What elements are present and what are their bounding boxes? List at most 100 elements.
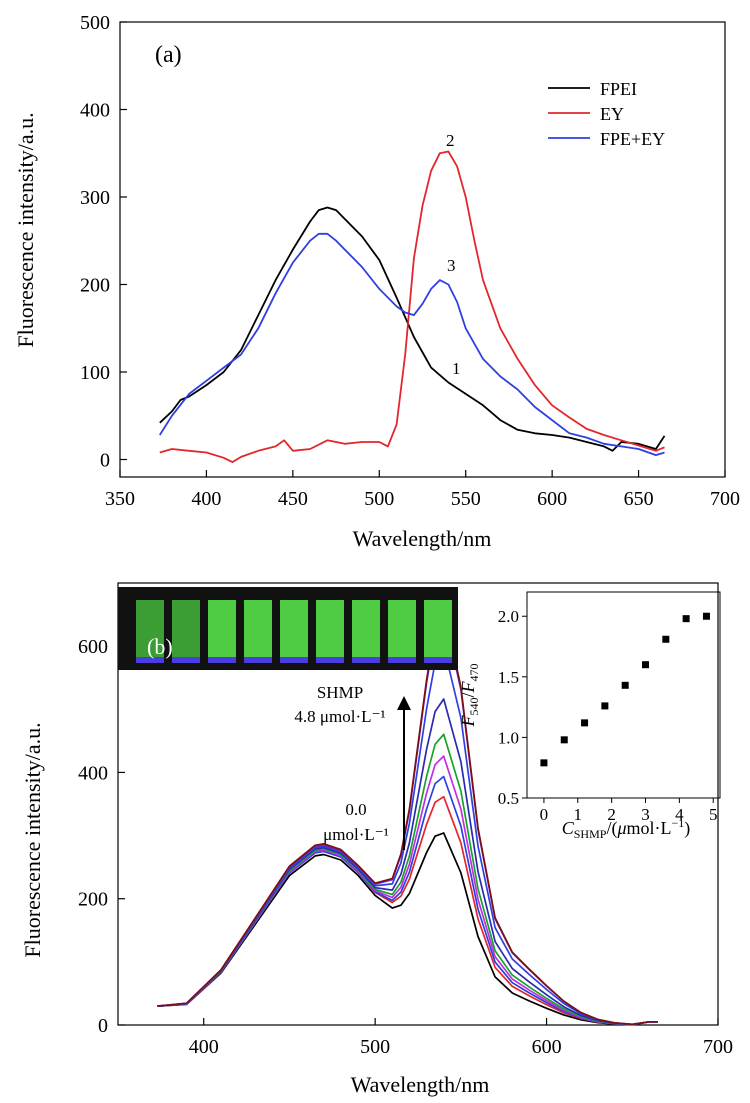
x-tick-label: 500 xyxy=(364,488,394,510)
vial-base xyxy=(352,657,380,663)
y-tick-label: 100 xyxy=(80,362,110,384)
curve-label-2: 2 xyxy=(446,131,455,150)
spectrum-line-6 xyxy=(157,698,658,1026)
curve-label-3: 3 xyxy=(447,256,456,275)
y-tick-label: 0 xyxy=(98,1015,108,1037)
vial-base xyxy=(136,657,164,663)
curve-label-1: 1 xyxy=(452,359,461,378)
inset-y-tick-label: 0.5 xyxy=(498,789,519,808)
inset-x-tick-label: 0 xyxy=(540,805,549,824)
inset-chart: 0 1 2 3 4 50.51.01.52.0 F540/F470 CSHMP/(μmol… xyxy=(458,591,721,841)
vial xyxy=(136,600,164,662)
vial xyxy=(352,600,380,662)
inset-x-tick-label: 4 xyxy=(675,805,684,824)
inset-point xyxy=(682,615,690,623)
inset-point xyxy=(601,702,609,710)
panel-b-xlabel: Wavelength/nm xyxy=(351,1072,490,1097)
x-tick-label: 450 xyxy=(278,488,308,510)
panel-b: 400 500 600 700 0 200 400 600 (b) Wavelength/nm… xyxy=(20,582,733,1097)
vial xyxy=(388,600,416,662)
inset-x-tick-label: 3 xyxy=(641,805,650,824)
vial-photo: (b) xyxy=(118,587,458,670)
x-tick-label: 550 xyxy=(451,488,481,510)
vial-base xyxy=(388,657,416,663)
panel-b-axes: 400 500 600 700 0 200 400 600 xyxy=(78,636,733,1058)
legend-fpei-label: FPEI xyxy=(600,79,637,99)
inset-ylabel: F540/F470 xyxy=(458,663,481,727)
spectrum-line-9 xyxy=(157,607,658,1026)
y-tick-label: 400 xyxy=(80,100,110,122)
panel-a-label: (a) xyxy=(155,42,182,68)
legend-ey-label: EY xyxy=(600,104,624,124)
panel-b-frame xyxy=(117,582,719,1026)
x-tick-label: 600 xyxy=(537,488,567,510)
vial xyxy=(424,600,452,662)
vial xyxy=(208,600,236,662)
x-tick-label: 650 xyxy=(624,488,654,510)
inset-point xyxy=(621,681,629,689)
shmp-annotation-label: SHMP xyxy=(317,683,363,702)
y-tick-label: 400 xyxy=(78,762,108,784)
inset-point xyxy=(662,635,670,643)
panel-a-ylabel: Fluorescence intensity/a.u. xyxy=(13,112,38,347)
x-tick-label: 350 xyxy=(105,488,135,510)
vial-base xyxy=(172,657,200,663)
inset-y-tick-label: 2.0 xyxy=(498,607,519,626)
spectrum-line-4 xyxy=(157,755,658,1026)
start-concentration-value: 0.0 xyxy=(345,800,366,819)
inset-point xyxy=(581,719,589,727)
inset-x-tick-label: 5 xyxy=(709,805,718,824)
vial xyxy=(172,600,200,662)
inset-x-tick-label: 2 xyxy=(607,805,616,824)
inset-point xyxy=(540,759,548,767)
vial-row xyxy=(136,600,452,663)
series-line-2 xyxy=(159,150,665,464)
vial-base xyxy=(280,657,308,663)
panel-a-xlabel: Wavelength/nm xyxy=(353,526,492,551)
start-concentration-unit: μmol·L⁻¹ xyxy=(323,825,389,844)
inset-frame xyxy=(526,591,721,799)
y-tick-label: 600 xyxy=(78,636,108,658)
inset-y-tick-label: 1.5 xyxy=(498,668,519,687)
inset-y-tick-label: 1.0 xyxy=(498,728,519,747)
x-tick-label: 400 xyxy=(191,488,221,510)
inset-point xyxy=(702,612,710,620)
shmp-annotation-value: 4.8 μmol·L⁻¹ xyxy=(294,707,385,726)
inset-point xyxy=(560,736,568,744)
y-tick-label: 500 xyxy=(80,12,110,34)
increase-arrow-head xyxy=(397,696,411,710)
spectrum-line-1 xyxy=(157,832,658,1026)
vial-base xyxy=(208,657,236,663)
panel-a-frame xyxy=(119,21,726,478)
y-tick-label: 200 xyxy=(80,275,110,297)
vial xyxy=(244,600,272,662)
series-line-1 xyxy=(159,206,666,452)
panel-b-curves xyxy=(157,607,658,1026)
inset-plot: 0 1 2 3 4 5 0.5 1.0 1.5 2.0 xyxy=(498,607,718,824)
x-tick-label: 700 xyxy=(710,488,740,510)
panel-a: 350 400 450 500 550 600 650 700 0 100 200 300 400 500… xyxy=(13,12,740,551)
vial xyxy=(280,600,308,662)
spectrum-line-5 xyxy=(157,733,658,1026)
panel-a-curves xyxy=(159,150,666,464)
vial-base xyxy=(316,657,344,663)
vial-base xyxy=(244,657,272,663)
x-tick-label: 600 xyxy=(532,1036,562,1058)
vial-base xyxy=(424,657,452,663)
x-tick-label: 400 xyxy=(189,1036,219,1058)
inset-point xyxy=(642,661,650,669)
legend-fpeey-label: FPE+EY xyxy=(600,129,665,149)
x-tick-label: 500 xyxy=(360,1036,390,1058)
panel-b-label: (b) xyxy=(147,634,173,659)
inset-x-tick-label: 1 xyxy=(574,805,583,824)
panel-a-axes: 350 400 450 500 550 600 650 700 0 100 200 300 400 500 xyxy=(80,12,740,510)
y-tick-label: 200 xyxy=(78,889,108,911)
panel-b-ylabel: Fluorescence intensity/a.u. xyxy=(20,722,45,957)
y-tick-label: 300 xyxy=(80,187,110,209)
x-tick-label: 700 xyxy=(703,1036,733,1058)
y-tick-label: 0 xyxy=(100,450,110,472)
panel-a-legend: FPEI EY FPE+EY xyxy=(548,79,665,149)
vial xyxy=(316,600,344,662)
series-line-3 xyxy=(159,232,665,457)
